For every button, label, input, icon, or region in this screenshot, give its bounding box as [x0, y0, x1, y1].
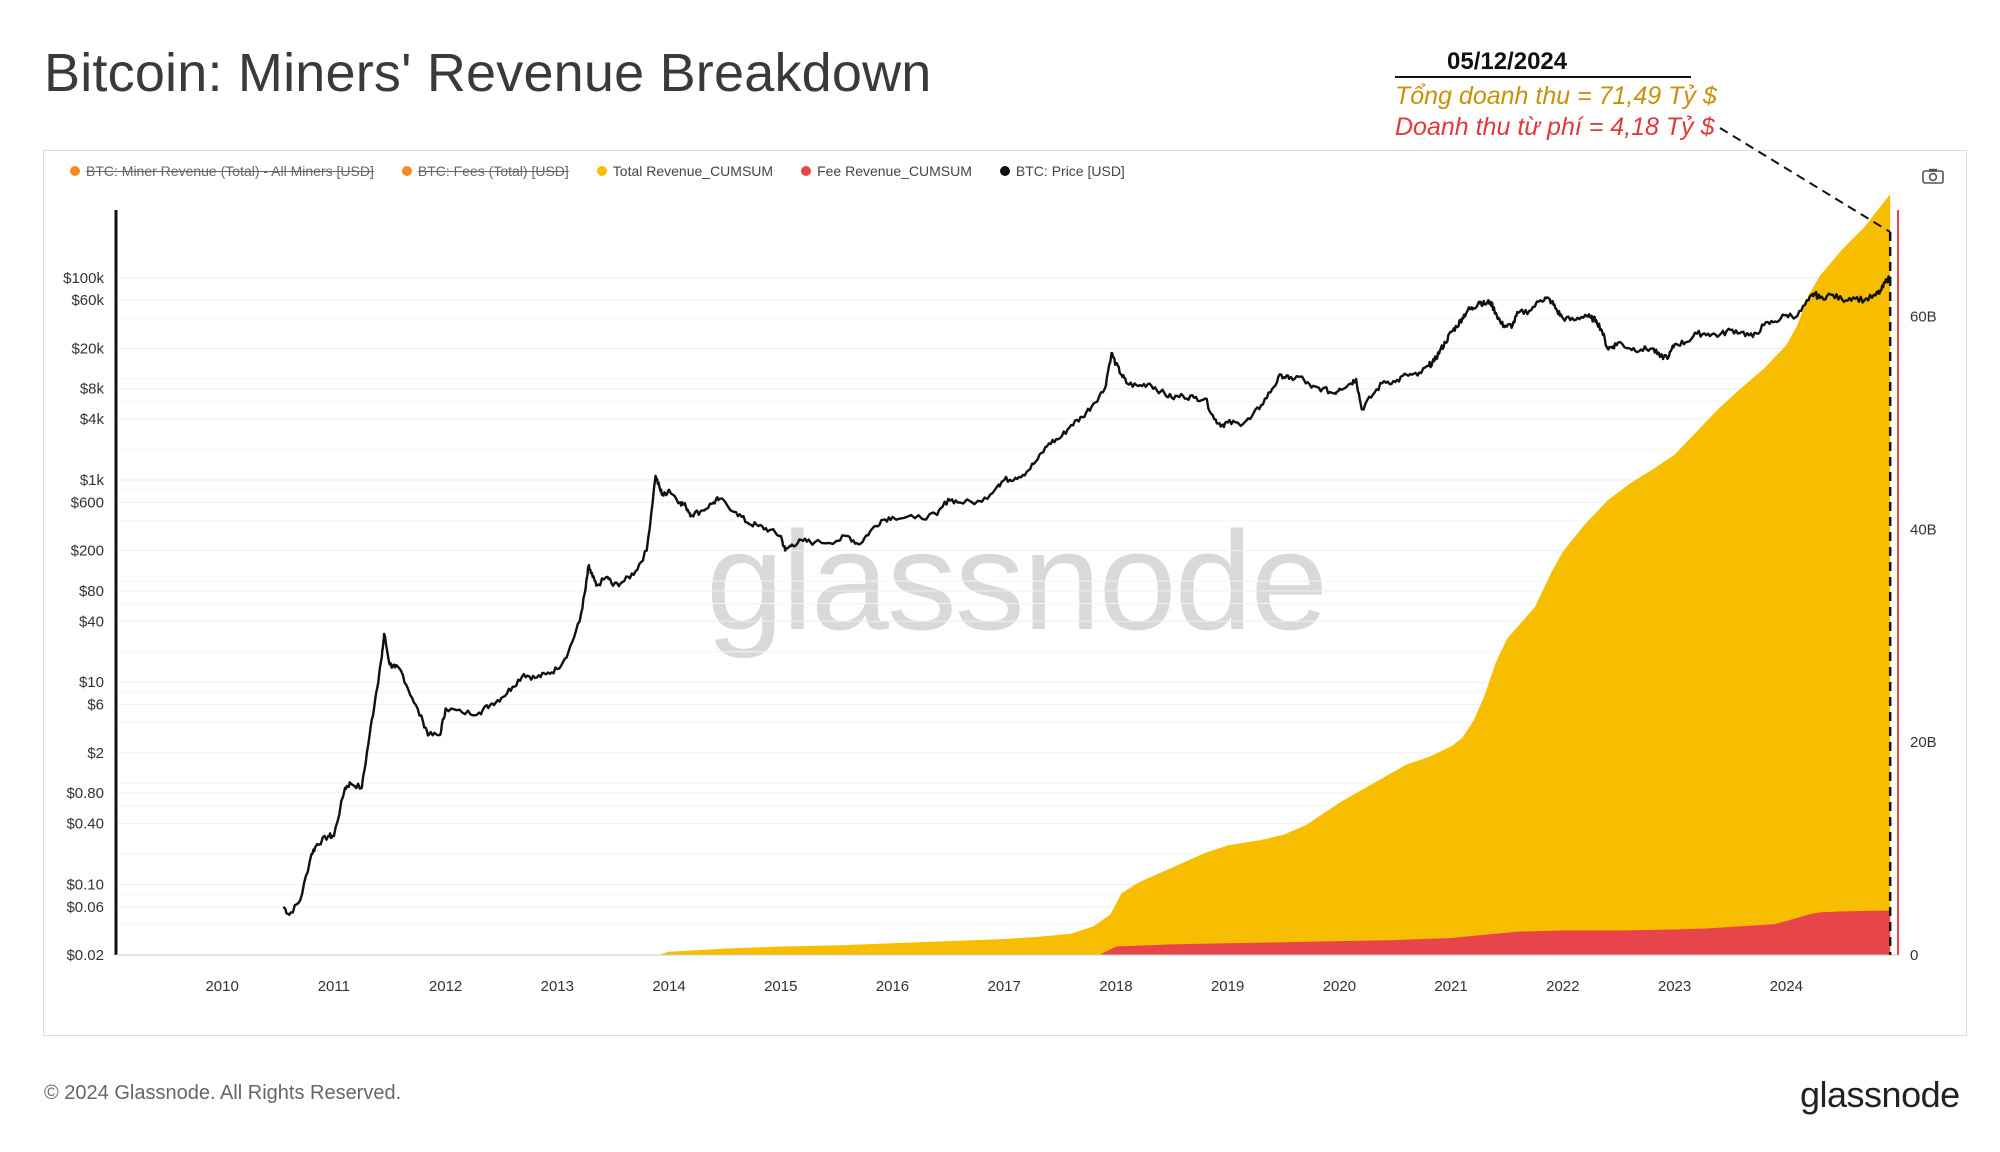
legend-item-miner-revenue[interactable]: BTC: Miner Revenue (Total) - All Miners …: [70, 163, 374, 179]
legend-label-total-revenue-cumsum: Total Revenue_CUMSUM: [612, 163, 774, 179]
legend-item-fee-revenue-cumsum[interactable]: Fee Revenue_CUMSUM: [801, 163, 972, 179]
x-tick-label: 2024: [1770, 978, 1803, 995]
x-tick-label: 2020: [1323, 978, 1356, 995]
y-left-tick-label: $8k: [80, 381, 105, 398]
legend-item-btc-price[interactable]: BTC: Price [USD]: [999, 163, 1125, 179]
x-tick-label: 2015: [764, 978, 797, 995]
legend-dot-total-revenue-cumsum: [596, 166, 607, 176]
annotation-connector-line: [1719, 127, 1891, 233]
chart-legend: BTC: Miner Revenue (Total) - All Miners …: [70, 163, 1125, 179]
glassnode-logo: glassnode: [1800, 1074, 1960, 1115]
legend-label-fees: BTC: Fees (Total) [USD]: [417, 163, 569, 179]
y-left-tick-label: $0.10: [66, 876, 104, 893]
y-right-tick-label: 40B: [1910, 521, 1937, 538]
line-btc-price: [282, 275, 1892, 916]
y-left-tick-label: $0.40: [66, 815, 104, 832]
y-right-tick-label: 0: [1910, 947, 1918, 964]
y-left-tick-label: $80: [79, 583, 104, 600]
x-tick-label: 2012: [429, 978, 462, 995]
legend-label-fee-revenue-cumsum: Fee Revenue_CUMSUM: [817, 163, 972, 179]
x-tick-label: 2018: [1099, 978, 1132, 995]
y-left-tick-label: $0.06: [66, 899, 104, 916]
camera-icon[interactable]: [1922, 168, 1944, 184]
area-total-revenue-cumsum: [657, 194, 1891, 955]
date-annotation: 05/12/2024 Tổng doanh thu = 71,49 Tỷ $ D…: [1395, 48, 1725, 142]
y-left-tick-label: $1k: [80, 472, 105, 489]
legend-dot-fee-revenue-cumsum: [801, 166, 812, 176]
x-tick-label: 2014: [652, 978, 685, 995]
annotation-date: 05/12/2024: [1395, 48, 1691, 78]
y-left-tick-label: $20k: [71, 340, 104, 357]
y-left-tick-label: $100k: [63, 270, 104, 287]
x-tick-label: 2022: [1546, 978, 1579, 995]
area-fee-revenue-cumsum: [1099, 910, 1891, 955]
y-right-tick-label: 20B: [1910, 734, 1937, 751]
x-tick-label: 2023: [1658, 978, 1691, 995]
legend-label-miner-revenue: BTC: Miner Revenue (Total) - All Miners …: [86, 163, 374, 179]
y-right-tick-label: 60B: [1910, 308, 1937, 325]
y-left-tick-label: $0.80: [66, 785, 104, 802]
legend-dot-btc-price: [999, 166, 1010, 176]
legend-item-total-revenue-cumsum[interactable]: Total Revenue_CUMSUM: [596, 163, 774, 179]
y-left-tick-label: $600: [71, 494, 104, 511]
legend-dot-fees: [401, 166, 412, 176]
x-tick-label: 2021: [1434, 978, 1467, 995]
x-tick-label: 2019: [1211, 978, 1244, 995]
annotation-fee-revenue: Doanh thu từ phí = 4,18 Tỷ $: [1395, 113, 1715, 141]
y-left-tick-label: $10: [79, 674, 104, 691]
x-tick-label: 2011: [318, 978, 350, 995]
x-tick-label: 2013: [541, 978, 574, 995]
y-left-tick-label: $2: [87, 745, 104, 762]
copyright-text: © 2024 Glassnode. All Rights Reserved.: [44, 1082, 402, 1104]
y-left-tick-label: $0.02: [66, 947, 104, 964]
y-left-tick-label: $200: [71, 543, 104, 560]
x-tick-label: 2010: [205, 978, 238, 995]
legend-label-btc-price: BTC: Price [USD]: [1015, 163, 1125, 179]
x-tick-label: 2016: [876, 978, 909, 995]
annotation-total-revenue: Tổng doanh thu = 71,49 Tỷ $: [1395, 82, 1717, 110]
x-tick-label: 2017: [988, 978, 1021, 995]
legend-dot-miner-revenue: [70, 166, 80, 176]
watermark: glassnode: [706, 502, 1328, 659]
y-left-tick-label: $4k: [80, 411, 105, 428]
y-left-tick-label: $6: [87, 697, 104, 714]
y-left-tick-label: $40: [79, 613, 104, 630]
y-left-tick-label: $60k: [71, 292, 104, 309]
legend-item-fees[interactable]: BTC: Fees (Total) [USD]: [401, 163, 569, 179]
page-title: Bitcoin: Miners' Revenue Breakdown: [44, 43, 932, 103]
